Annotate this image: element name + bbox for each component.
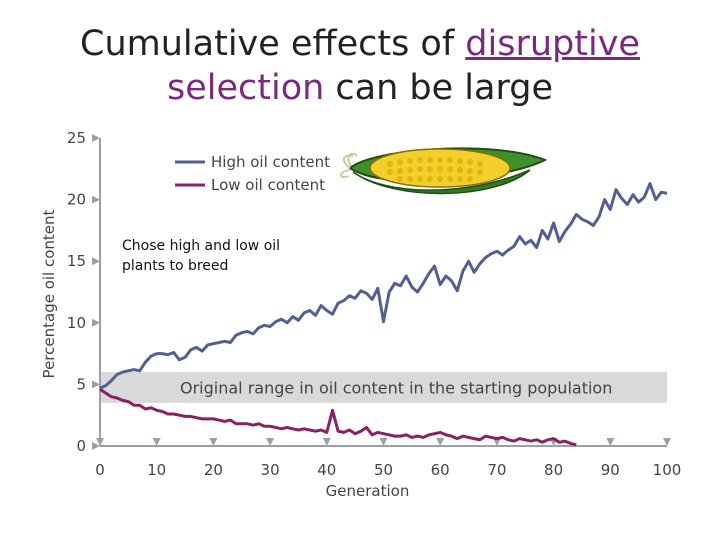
x-tick-label: 30 xyxy=(261,461,280,479)
x-tick-label: 20 xyxy=(204,461,223,479)
x-tick-label: 10 xyxy=(147,461,166,479)
series-line-low-oil xyxy=(99,388,577,447)
x-tick-label: 40 xyxy=(317,461,336,479)
y-tick-label: 20 xyxy=(67,191,86,209)
x-tick-mark xyxy=(152,438,161,446)
x-tick-mark xyxy=(96,438,104,446)
x-tick-mark xyxy=(663,438,671,446)
y-tick-mark xyxy=(92,195,100,204)
legend: High oil content Low oil content xyxy=(175,153,330,194)
title-line-2: selection can be large xyxy=(0,66,720,110)
x-tick-label: 100 xyxy=(653,461,682,479)
original-range-band xyxy=(100,372,667,403)
y-tick-mark xyxy=(92,442,100,450)
title-line-1: Cumulative effects of disruptive xyxy=(0,22,720,66)
annotation-note: Chose high and low oil plants to breed xyxy=(122,238,281,274)
y-tick-label: 15 xyxy=(67,252,86,270)
x-tick-mark xyxy=(379,438,388,446)
x-tick-label: 80 xyxy=(544,461,563,479)
x-tick-mark xyxy=(492,438,501,446)
x-tick-label: 90 xyxy=(601,461,620,479)
legend-label-high: High oil content xyxy=(211,153,330,171)
x-tick-mark xyxy=(209,438,218,446)
original-range-label: Original range in oil content in the sta… xyxy=(180,378,612,397)
x-tick-mark xyxy=(436,438,445,446)
x-tick-label: 70 xyxy=(487,461,506,479)
x-ticks: 0 10 20 30 40 50 60 70 80 90 100 xyxy=(95,438,681,479)
title-text-1: Cumulative effects of xyxy=(80,24,466,64)
y-tick-mark xyxy=(92,134,100,142)
corn-icon xyxy=(339,147,548,195)
title-accent-selection: selection xyxy=(166,68,325,108)
y-tick-label: 5 xyxy=(76,375,86,393)
slide-title: Cumulative effects of disruptive selecti… xyxy=(0,22,720,110)
title-text-2: can be large xyxy=(324,68,553,108)
y-tick-mark xyxy=(92,257,100,266)
x-tick-label: 50 xyxy=(374,461,393,479)
x-tick-mark xyxy=(606,438,615,446)
x-tick-label: 60 xyxy=(431,461,450,479)
x-tick-mark xyxy=(322,438,331,446)
y-tick-mark xyxy=(92,380,100,389)
y-axis-label: Percentage oil content xyxy=(40,209,58,378)
y-ticks: 0 5 10 15 20 25 xyxy=(67,129,100,455)
y-tick-label: 0 xyxy=(76,437,86,455)
y-tick-label: 10 xyxy=(67,314,86,332)
legend-label-low: Low oil content xyxy=(211,176,325,194)
series-line-high-oil xyxy=(99,182,668,390)
y-tick-mark xyxy=(92,318,100,327)
y-tick-label: 25 xyxy=(67,129,86,147)
title-accent-disruptive: disruptive xyxy=(465,24,640,64)
x-tick-mark xyxy=(266,438,275,446)
x-axis-label: Generation xyxy=(326,482,410,500)
x-tick-label: 0 xyxy=(95,461,105,479)
